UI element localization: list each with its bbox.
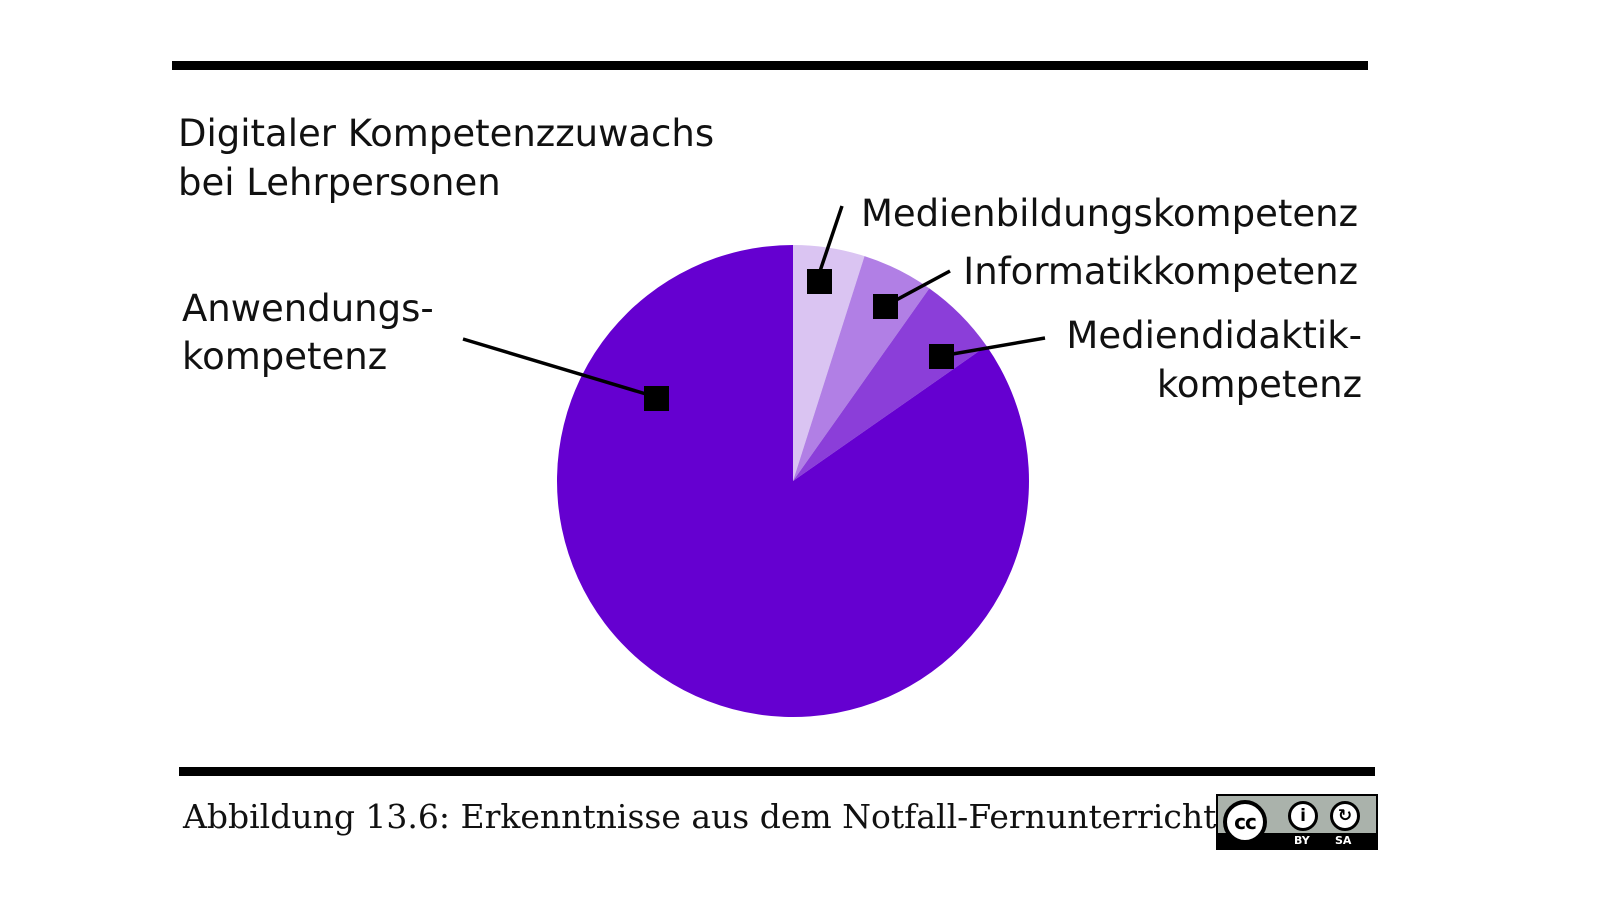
chart-title-line-2: bei Lehrpersonen xyxy=(178,161,501,204)
leader-line-anwendung xyxy=(462,337,657,399)
leader-line-medienbildung xyxy=(816,205,844,278)
chart-title: Digitaler Kompetenzzuwachs bei Lehrperso… xyxy=(178,109,714,207)
marker-informatik xyxy=(873,294,898,319)
cc-by-sa-license-badge: cc i ↻ BY SA xyxy=(1216,794,1378,850)
share-alike-icon: ↻ xyxy=(1330,801,1360,831)
figure-caption: Abbildung 13.6: Erkenntnisse aus dem Not… xyxy=(183,797,1217,836)
chart-title-line-1: Digitaler Kompetenzzuwachs xyxy=(178,112,715,155)
label-informatik: Informatikkompetenz xyxy=(963,250,1358,293)
marker-anwendung xyxy=(644,386,669,411)
pie-slice-mediendidaktikkompetenz xyxy=(793,288,987,481)
cc-icon: cc xyxy=(1223,800,1267,844)
label-mediendidaktik-line-2: kompetenz xyxy=(1157,363,1362,406)
license-by-text: BY xyxy=(1294,834,1310,847)
marker-mediendidaktik xyxy=(929,344,954,369)
bottom-rule xyxy=(179,767,1375,776)
label-anwendung-line-1: Anwendungs- xyxy=(182,287,434,330)
label-mediendidaktik-line-1: Mediendidaktik- xyxy=(1066,314,1362,357)
pie-slice-medienbildungskompetenz xyxy=(793,245,865,481)
label-anwendung-line-2: kompetenz xyxy=(182,335,387,378)
label-medienbildung: Medienbildungskompetenz xyxy=(861,192,1358,235)
top-rule xyxy=(172,61,1368,70)
attribution-icon: i xyxy=(1288,801,1318,831)
leader-line-mediendidaktik xyxy=(940,336,1046,358)
marker-medienbildung xyxy=(807,269,832,294)
pie-slice-anwendungskompetenz xyxy=(556,245,1029,717)
license-sa-text: SA xyxy=(1335,834,1352,847)
